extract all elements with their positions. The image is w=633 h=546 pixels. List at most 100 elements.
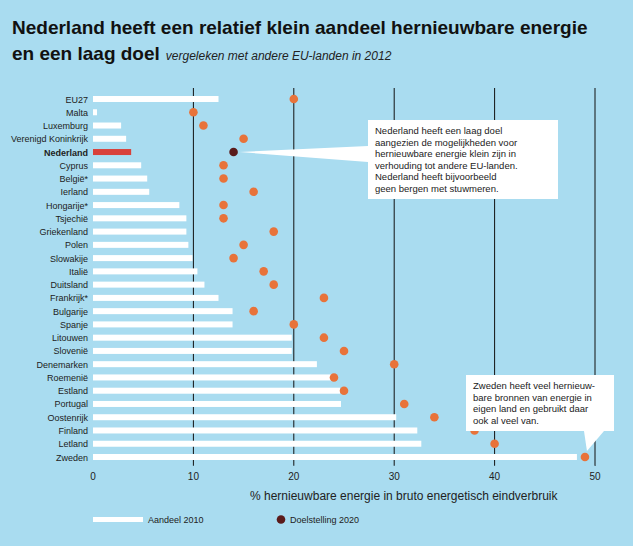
bar (93, 215, 186, 221)
target-dot (290, 320, 299, 329)
bar (93, 427, 417, 433)
target-dot (239, 134, 248, 143)
target-dot (219, 161, 228, 170)
category-label: Oostenrijk (47, 413, 88, 423)
target-dot (219, 201, 228, 210)
bar (93, 441, 421, 447)
target-dot (320, 294, 329, 303)
category-label: Tsjechië (55, 214, 88, 224)
target-dot (290, 95, 299, 104)
annotation-text: bare bronnen van energie in (473, 392, 592, 403)
annotation-text: eigen land en gebruikt daar (473, 403, 588, 414)
category-label: Verenigd Koninkrijk (11, 134, 89, 144)
category-label: Zweden (56, 453, 88, 463)
annotation-text: Zweden heeft veel hernieuw- (473, 380, 595, 391)
annotation-text: geen bergen met stuwmeren. (375, 183, 499, 194)
bar (93, 229, 186, 235)
category-label: Spanje (60, 320, 88, 330)
bar (93, 123, 121, 129)
category-label: Nederland (44, 148, 88, 158)
bar (93, 348, 292, 354)
category-label: Letland (58, 439, 88, 449)
legend-label: Aandeel 2010 (148, 515, 204, 525)
target-dot (229, 148, 238, 157)
annotation-text: ook al veel van. (473, 415, 539, 426)
grid-line (193, 88, 194, 466)
subtitle: vergeleken met andere EU-landen in 2012 (166, 49, 392, 63)
callout-pointer (240, 146, 368, 162)
bar (93, 149, 131, 155)
target-dot (490, 439, 499, 448)
category-label: Cyprus (59, 161, 88, 171)
category-label: Luxemburg (43, 121, 88, 131)
target-dot (239, 241, 248, 250)
category-label: Griekenland (39, 227, 88, 237)
annotation-text: verhouding tot andere EU-landen. (375, 160, 518, 171)
tick-label: 10 (188, 471, 200, 482)
bar (93, 414, 396, 420)
target-dot (199, 121, 208, 130)
legend: Aandeel 2010 Doelstelling 2020 (93, 515, 359, 525)
bar (93, 242, 188, 248)
category-label: Ierland (60, 187, 88, 197)
target-dot (581, 453, 590, 462)
bar (93, 374, 336, 380)
category-label: Hongarije* (46, 201, 89, 211)
background (0, 0, 633, 546)
bar (93, 308, 233, 314)
tick-label: 40 (489, 471, 501, 482)
legend-swatch (93, 517, 143, 522)
target-dot (330, 373, 339, 382)
annotation-text: aangezien de mogelijkheden voor (375, 137, 517, 148)
category-label: Estland (58, 386, 88, 396)
category-label: België* (59, 174, 88, 184)
title: Nederland heeft een relatief klein aande… (12, 17, 587, 38)
target-dot (400, 400, 409, 409)
bar (93, 255, 192, 261)
category-label: EU27 (65, 95, 88, 105)
bar (93, 401, 341, 407)
tick-label: 0 (90, 471, 96, 482)
annotation-text: hernieuwbare energie klein zijn in (375, 148, 516, 159)
target-dot (219, 214, 228, 223)
annotation-text: Nederland heeft bijvoorbeeld (375, 171, 496, 182)
callout: Zweden heeft veel hernieuw-bare bronnen … (466, 375, 614, 451)
target-dot (430, 413, 439, 422)
category-label: Roemenië (47, 373, 88, 383)
category-label: Portugal (54, 399, 88, 409)
annotation-text: Nederland heeft een laag doel (375, 125, 502, 136)
bar (93, 189, 149, 195)
target-dot (249, 307, 258, 316)
bar (93, 109, 97, 115)
bar (93, 335, 292, 341)
bar (93, 268, 197, 274)
tick-label: 50 (589, 471, 601, 482)
target-dot (269, 280, 278, 289)
category-label: Duitsland (50, 280, 88, 290)
bar (93, 388, 340, 394)
bar (93, 361, 317, 367)
callout-box (466, 375, 614, 431)
category-label: Denemarken (36, 360, 88, 370)
category-label: Malta (66, 108, 88, 118)
bar (93, 454, 577, 460)
marks (93, 95, 589, 462)
legend-swatch (277, 515, 286, 524)
bar (93, 162, 141, 168)
target-dot (229, 254, 238, 263)
bar (93, 136, 126, 142)
legend-label: Doelstelling 2020 (290, 515, 359, 525)
callout: Nederland heeft een laag doelaangezien d… (240, 120, 558, 199)
target-dot (189, 108, 198, 117)
target-dot (320, 333, 329, 342)
grid-line (293, 88, 294, 466)
target-dot (340, 386, 349, 395)
axis-label: % hernieuwbare energie in bruto energeti… (250, 489, 559, 503)
bar (93, 295, 219, 301)
tick-label: 20 (288, 471, 300, 482)
target-dot (269, 227, 278, 236)
category-label: Bulgarije (53, 307, 88, 317)
target-dot (259, 267, 268, 276)
tick-label: 30 (389, 471, 401, 482)
axis-line (93, 466, 595, 467)
